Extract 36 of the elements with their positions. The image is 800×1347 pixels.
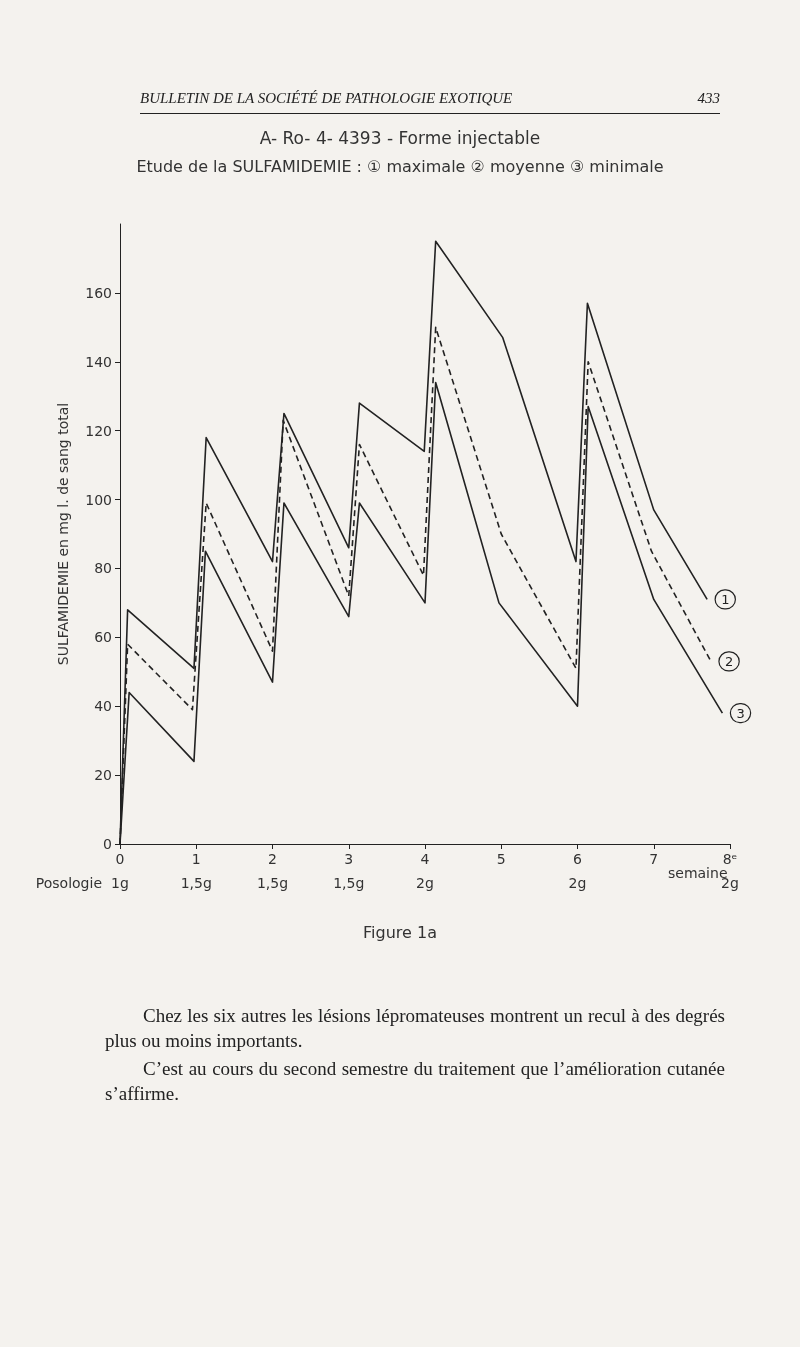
text: 433 xyxy=(697,90,720,107)
text: 2g xyxy=(416,875,434,891)
text: 1,5g xyxy=(180,875,212,891)
text: 1,5g xyxy=(333,875,365,891)
caption: Figure 1a xyxy=(363,922,437,942)
chart-title: A- Ro- 4- 4393 - Forme injectable xyxy=(259,127,541,148)
series-label: 1 xyxy=(721,591,730,607)
text: BULLETIN DE LA SOCIÉTÉ DE PATHOLOGIE EXOTIQUE xyxy=(140,90,513,107)
x-tick-label: 0 xyxy=(115,851,125,867)
y-tick-label: 140 xyxy=(85,353,112,370)
text: 1,5g xyxy=(256,875,289,891)
text: Chez les six autres les lésions lépromateuses montrent un recul à des degrés plus ou moins importants. xyxy=(105,1004,725,1053)
y-axis-title: SULFAMIDEMIE en mg l. de sang total xyxy=(55,402,71,666)
y-tick-label: 80 xyxy=(94,560,112,577)
x-tick-label: 4 xyxy=(420,851,430,867)
x-tick-label: 6 xyxy=(573,851,583,867)
x-tick-label: 1 xyxy=(191,851,201,867)
x-tick-label: 2 xyxy=(268,851,277,867)
text: 1g xyxy=(111,875,129,891)
y-tick-label: 120 xyxy=(85,422,112,439)
y-tick-label: 0 xyxy=(103,836,112,852)
x-tick-label: 3 xyxy=(344,851,354,867)
text: C’est au cours du second semestre du traitement que l’amélioration cutanée s’affirme. xyxy=(105,1057,725,1107)
text: 2g xyxy=(568,875,587,891)
x-tick-label: 7 xyxy=(649,851,659,867)
series-label: 3 xyxy=(736,705,745,721)
chart-subtitle: Etude de la SULFAMIDEMIE : ① maximale ② moyenne ③ minimale xyxy=(136,156,664,176)
y-tick-label: 100 xyxy=(85,491,112,508)
y-tick-label: 60 xyxy=(94,629,112,646)
text: Posologie xyxy=(35,875,102,891)
y-tick-label: 20 xyxy=(94,767,112,784)
y-tick-label: 160 xyxy=(85,284,112,301)
y-tick-label: 40 xyxy=(94,698,112,715)
x-tick-label: 5 xyxy=(496,851,506,867)
series-label: 2 xyxy=(724,653,734,669)
x-tick-label: 8ᵉ xyxy=(722,851,738,867)
